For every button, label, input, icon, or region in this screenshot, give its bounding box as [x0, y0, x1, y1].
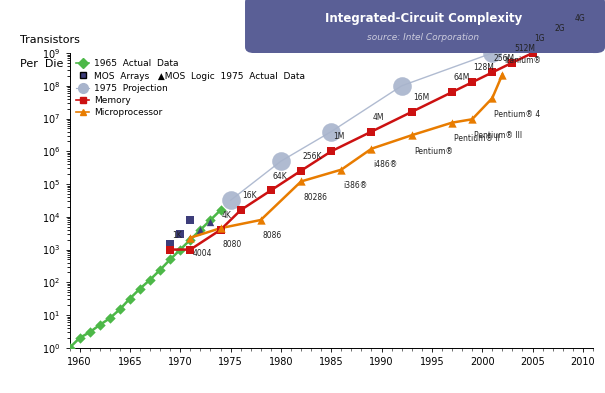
Point [467, 79, 477, 85]
Text: 2G: 2G [554, 24, 565, 33]
Text: 512M: 512M [514, 44, 535, 53]
Text: 4004: 4004 [192, 249, 212, 258]
Point [488, 69, 497, 75]
Point [165, 256, 175, 263]
Text: Per  Die: Per Die [20, 59, 64, 69]
Point [397, 83, 407, 89]
Text: Transistors: Transistors [20, 35, 80, 45]
Point [407, 132, 417, 138]
Point [195, 227, 205, 233]
Point [186, 235, 195, 241]
Point [488, 95, 497, 101]
Text: 128M: 128M [474, 63, 494, 72]
Point [296, 178, 306, 185]
Point [75, 335, 85, 341]
Point [65, 345, 74, 351]
Point [568, 30, 578, 37]
Point [326, 129, 336, 135]
Point [226, 197, 235, 204]
Point [165, 241, 175, 247]
Text: Pentium® III: Pentium® III [474, 130, 522, 140]
Text: 4G: 4G [574, 15, 585, 24]
Point [195, 227, 205, 233]
Text: 256M: 256M [494, 53, 515, 62]
Text: 8086: 8086 [263, 231, 282, 241]
Point [125, 296, 135, 302]
Text: 16K: 16K [242, 191, 257, 200]
Point [508, 59, 517, 66]
Text: 4K: 4K [222, 211, 232, 220]
Point [145, 277, 155, 283]
Point [186, 246, 195, 253]
Text: 16M: 16M [413, 93, 430, 102]
Text: 1G: 1G [534, 34, 544, 43]
Text: 80286: 80286 [303, 193, 327, 202]
Point [216, 207, 226, 213]
Point [447, 119, 457, 126]
Text: i386®: i386® [343, 181, 368, 190]
Point [548, 40, 557, 46]
Text: Pentium® II: Pentium® II [454, 134, 500, 143]
Text: 64M: 64M [454, 73, 470, 82]
Text: 1K: 1K [172, 231, 182, 240]
FancyBboxPatch shape [245, 0, 605, 53]
Legend: 1965  Actual  Data, MOS  Arrays   ▲MOS  Logic  1975  Actual  Data, 1975  Project: 1965 Actual Data, MOS Arrays ▲MOS Logic … [74, 57, 307, 119]
Point [115, 306, 125, 312]
Text: Pentium® 4: Pentium® 4 [494, 110, 540, 119]
Point [236, 207, 246, 213]
Point [105, 315, 115, 321]
Point [497, 72, 507, 78]
Point [266, 187, 276, 193]
Text: i486®: i486® [373, 160, 397, 169]
Point [467, 116, 477, 123]
Point [216, 225, 226, 231]
Point [186, 235, 195, 241]
Text: 8080: 8080 [223, 239, 242, 248]
Point [296, 167, 306, 174]
Point [488, 50, 497, 56]
Point [186, 237, 195, 243]
Text: Pentium®: Pentium® [414, 147, 453, 156]
Point [206, 219, 215, 225]
Point [216, 227, 226, 233]
Point [85, 329, 94, 335]
Point [186, 217, 195, 223]
Text: 4M: 4M [373, 113, 385, 122]
Text: Integrated-Circuit Complexity: Integrated-Circuit Complexity [325, 12, 522, 25]
Point [175, 231, 185, 237]
Point [276, 158, 286, 164]
Point [407, 109, 417, 115]
Point [447, 89, 457, 95]
Point [175, 246, 185, 253]
Point [206, 217, 215, 223]
Point [135, 285, 145, 292]
Text: 1M: 1M [333, 132, 344, 141]
Text: 256K: 256K [302, 152, 322, 161]
Text: Itanium®: Itanium® [505, 56, 541, 65]
Point [155, 267, 165, 273]
Point [165, 246, 175, 253]
Point [528, 50, 537, 56]
Text: source: Intel Corporation: source: Intel Corporation [367, 33, 480, 42]
Point [256, 217, 266, 223]
Text: 64K: 64K [272, 171, 287, 180]
Point [367, 145, 376, 152]
Point [336, 167, 346, 173]
Point [326, 148, 336, 154]
Point [95, 322, 105, 328]
Point [367, 129, 376, 135]
